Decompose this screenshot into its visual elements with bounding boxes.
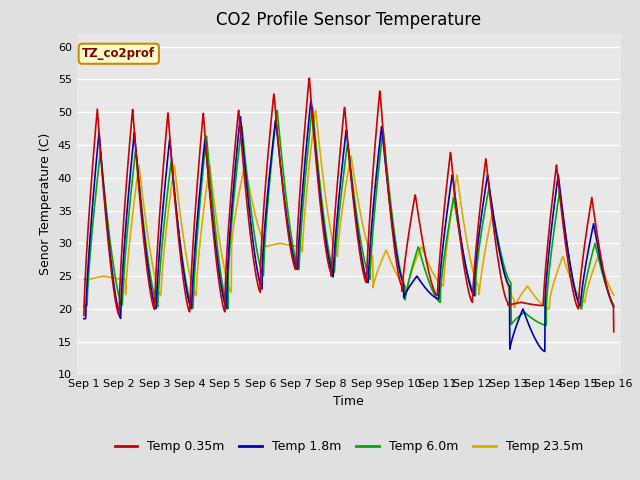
- X-axis label: Time: Time: [333, 395, 364, 408]
- Temp 23.5m: [80, 276, 88, 282]
- Temp 0.35m: [316, 199, 324, 204]
- Temp 6.0m: [80, 303, 88, 309]
- Temp 1.8m: [121, 236, 129, 241]
- Temp 6.0m: [326, 253, 333, 259]
- Temp 0.35m: [610, 329, 618, 335]
- Temp 1.8m: [80, 316, 88, 322]
- Temp 0.35m: [80, 312, 88, 318]
- Temp 0.35m: [143, 261, 150, 267]
- Temp 1.8m: [316, 192, 324, 197]
- Temp 6.0m: [305, 139, 312, 145]
- Temp 0.35m: [121, 201, 129, 207]
- Line: Temp 0.35m: Temp 0.35m: [84, 78, 614, 332]
- Temp 0.35m: [305, 80, 312, 85]
- Temp 6.0m: [308, 105, 316, 110]
- Temp 23.5m: [610, 292, 618, 298]
- Temp 23.5m: [382, 248, 390, 254]
- Line: Temp 23.5m: Temp 23.5m: [84, 110, 614, 309]
- Line: Temp 1.8m: Temp 1.8m: [84, 101, 614, 351]
- Temp 1.8m: [326, 260, 333, 265]
- Temp 23.5m: [316, 148, 324, 154]
- Temp 23.5m: [121, 276, 129, 282]
- Temp 6.0m: [542, 323, 550, 328]
- Temp 1.8m: [143, 252, 150, 258]
- Text: TZ_co2prof: TZ_co2prof: [82, 47, 156, 60]
- Temp 6.0m: [382, 154, 390, 159]
- Temp 23.5m: [305, 168, 312, 174]
- Temp 23.5m: [545, 306, 553, 312]
- Temp 1.8m: [541, 348, 548, 354]
- Temp 23.5m: [312, 108, 319, 113]
- Temp 6.0m: [610, 302, 618, 308]
- Temp 23.5m: [143, 223, 150, 228]
- Temp 6.0m: [121, 258, 129, 264]
- Temp 1.8m: [307, 98, 315, 104]
- Temp 6.0m: [143, 245, 150, 251]
- Line: Temp 6.0m: Temp 6.0m: [84, 108, 614, 325]
- Temp 1.8m: [305, 120, 312, 125]
- Temp 0.35m: [305, 75, 313, 81]
- Title: CO2 Profile Sensor Temperature: CO2 Profile Sensor Temperature: [216, 11, 481, 29]
- Temp 0.35m: [382, 160, 390, 166]
- Temp 1.8m: [610, 304, 618, 310]
- Temp 1.8m: [382, 164, 390, 170]
- Legend: Temp 0.35m, Temp 1.8m, Temp 6.0m, Temp 23.5m: Temp 0.35m, Temp 1.8m, Temp 6.0m, Temp 2…: [109, 435, 588, 458]
- Temp 23.5m: [326, 221, 333, 227]
- Temp 0.35m: [326, 266, 333, 272]
- Temp 6.0m: [316, 181, 324, 187]
- Y-axis label: Senor Temperature (C): Senor Temperature (C): [39, 133, 52, 275]
